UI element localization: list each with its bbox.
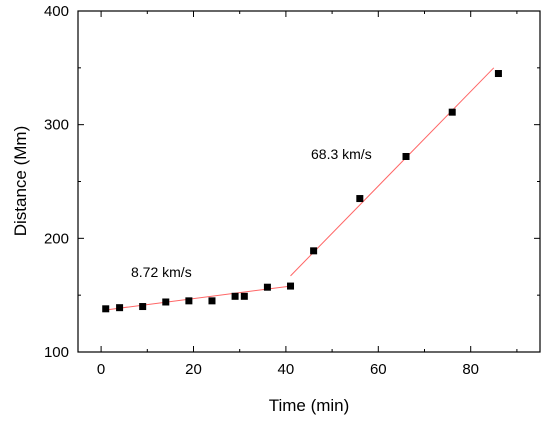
y-axis-ticks: 100 200 300 400 [44,3,540,361]
data-point [263,283,271,291]
data-point [356,195,364,203]
y-tick-label: 400 [44,3,69,20]
data-point [448,108,456,116]
fit-line [105,285,291,311]
x-axis-ticks: 0 20 40 60 80 [97,11,518,378]
data-point [231,292,239,300]
fit-annotations: 8.72 km/s 68.3 km/s [131,146,372,280]
data-point [139,303,147,311]
data-point [402,152,410,160]
fit-lines [105,67,495,311]
data-point [208,297,216,305]
data-point [310,247,318,255]
data-point [162,298,170,306]
x-tick-label: 20 [185,361,202,378]
x-tick-label: 40 [278,361,295,378]
data-points [102,70,502,313]
fit-annotation: 68.3 km/s [311,146,372,162]
x-tick-label: 60 [370,361,387,378]
data-point [494,70,502,78]
y-axis-label: Distance (Mm) [11,126,30,237]
data-point [185,297,193,305]
data-point [240,292,248,300]
y-tick-label: 200 [44,230,69,247]
x-tick-label: 0 [97,361,105,378]
y-tick-label: 300 [44,117,69,134]
fit-annotation: 8.72 km/s [131,264,192,280]
x-axis-label: Time (min) [269,396,350,415]
data-point [287,282,295,290]
y-tick-label: 100 [44,344,69,361]
plot-frame [77,10,541,353]
data-point [116,304,124,312]
data-point [102,305,110,313]
x-tick-label: 80 [462,361,479,378]
fit-line [290,67,495,277]
